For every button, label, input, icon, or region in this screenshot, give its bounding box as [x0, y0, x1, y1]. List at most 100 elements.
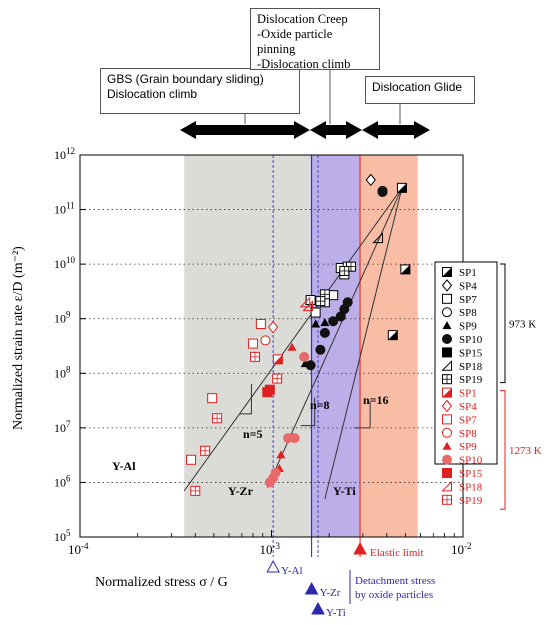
- legend-marker-sp8: [442, 427, 452, 438]
- legend-marker-sp15: [442, 468, 452, 478]
- legend-marker-sp10: [442, 334, 452, 344]
- data-point-sp10-973k: [377, 186, 388, 197]
- legend-marker-sp7: [442, 293, 452, 304]
- legend-marker-sp18: [441, 360, 452, 371]
- callout-gbs-text: GBS (Grain boundary sliding) Dislocation…: [107, 72, 264, 101]
- data-point-sp7-973k: [310, 307, 321, 318]
- y-tick-label: 106: [54, 473, 71, 489]
- marker-label-y-ti: Y-Ti: [326, 607, 346, 619]
- callout-dislocation-glide: Dislocation Glide: [365, 76, 475, 104]
- data-point-sp9-1273k: [276, 450, 286, 459]
- legend-bracket: [500, 263, 506, 384]
- label-detachment-stress-2: by oxide particles: [355, 589, 433, 601]
- marker-y-al: [266, 559, 280, 573]
- marker-label-y-zr: Y-Zr: [320, 587, 341, 599]
- data-point-sp7-973k: [328, 290, 339, 301]
- legend-label-sp18: SP18: [459, 361, 483, 373]
- data-point-sp10-973k: [335, 311, 346, 322]
- regions-layer: [184, 155, 418, 537]
- y-tick-label: 1012: [54, 146, 75, 162]
- legend-label-sp19: SP19: [459, 374, 483, 386]
- data-points-layer: [186, 173, 411, 496]
- legend-label-sp1: SP1: [459, 267, 477, 279]
- y-tick-label: 107: [54, 419, 71, 435]
- legend-label-sp15: SP15: [459, 468, 483, 480]
- legend-label-sp15: SP15: [459, 347, 483, 359]
- data-point-sp10-973k: [305, 360, 316, 371]
- legend-label-sp4: SP4: [459, 280, 477, 292]
- legend-marker-sp1: [442, 267, 452, 277]
- fit-line-y-al: [183, 187, 403, 492]
- callout-glide-text: Dislocation Glide: [372, 80, 463, 94]
- data-point-sp1-973k: [400, 264, 410, 274]
- legend-marker-sp8: [442, 307, 452, 318]
- label-elastic-limit: Elastic limit: [370, 547, 423, 559]
- legend-label-sp4: SP4: [459, 401, 477, 413]
- y-tick-label: 109: [54, 310, 71, 326]
- legend-marker-sp7: [442, 414, 452, 425]
- vertical-lines-layer: [272, 155, 361, 557]
- x-tick-label: 10-3: [260, 541, 281, 557]
- x-tick-label: 10-2: [451, 541, 472, 557]
- legend-marker-sp4: [441, 399, 453, 413]
- slope-label-n8: n=8: [310, 398, 330, 412]
- data-point-sp7-1273k: [207, 393, 218, 404]
- y-tick-label: 1011: [54, 201, 75, 217]
- data-point-sp10-1273k: [283, 433, 294, 444]
- legend-group-973k: 973 K: [509, 318, 536, 330]
- legend-label-sp7: SP7: [459, 294, 477, 306]
- legend-marker-sp9: [442, 441, 452, 450]
- data-point-sp10-973k: [328, 316, 339, 327]
- grid-layer: [80, 209, 463, 483]
- mechanism-arrows: [180, 70, 430, 139]
- legend-marker-sp4: [441, 279, 453, 292]
- arrow-dislocation-creep: [310, 121, 362, 139]
- data-point-sp1-973k: [388, 330, 398, 340]
- arrow-gbs: [180, 121, 310, 139]
- legend-bracket: [500, 390, 506, 510]
- fit-line-y-ti: [324, 187, 403, 499]
- legend-label-sp7: SP7: [459, 414, 477, 426]
- x-tick-label: 10-4: [68, 541, 89, 557]
- arrow-dislocation-glide: [362, 121, 430, 139]
- data-point-sp9-973k: [320, 318, 330, 327]
- data-point-sp1-1273k: [273, 354, 283, 364]
- curve-label-y-ti: Y-Ti: [333, 484, 356, 498]
- legend-marker-sp1: [442, 388, 452, 398]
- legend-label-sp1: SP1: [459, 388, 477, 400]
- legend-marker-sp15: [442, 347, 452, 358]
- callout-dislocation-creep: Dislocation Creep -Oxide particle pinnin…: [250, 8, 380, 71]
- slope-triangle: [300, 397, 316, 427]
- data-point-sp18-1273k: [302, 300, 313, 312]
- callout-creep-text: Dislocation Creep -Oxide particle pinnin…: [257, 12, 351, 71]
- legend-group-1273k: 1273 K: [509, 445, 542, 457]
- data-point-sp7-1273k: [255, 319, 266, 330]
- data-point-sp8-1273k: [260, 335, 271, 346]
- legend-label-sp8: SP8: [459, 307, 477, 319]
- legend-label-sp18: SP18: [459, 481, 483, 493]
- data-point-sp10-973k: [319, 327, 330, 338]
- label-detachment-stress: Detachment stress: [355, 575, 435, 587]
- data-point-sp7-1273k: [186, 454, 197, 465]
- marker-elastic-limit: [353, 541, 367, 555]
- legend-label-sp10: SP10: [459, 334, 483, 346]
- data-point-sp7-1273k: [247, 338, 258, 349]
- marker-label-y-al: Y-Al: [281, 565, 302, 577]
- data-point-sp10-1273k: [268, 473, 279, 484]
- annotation-labels: n=5 n=8 n=16 Y-Al Y-Zr Y-Ti Y-Al Y-Zr Y-Ti Elasti…: [112, 393, 435, 619]
- data-point-sp18-1273k: [299, 296, 311, 308]
- region-band-0: [184, 155, 311, 537]
- legend-marker-sp18: [441, 480, 452, 492]
- axes-layer: 10-4 10-3 10-2 105 106 107 108 109 1010 1011 1012 N…: [11, 146, 472, 590]
- marker-y-ti: [311, 601, 325, 615]
- callout-gbs: GBS (Grain boundary sliding) Dislocation…: [100, 68, 300, 114]
- legend-label-sp10: SP10: [459, 455, 483, 467]
- legend-label-sp8: SP8: [459, 428, 477, 440]
- data-point-sp9-1273k: [287, 342, 297, 351]
- y-axis-label: Normalized strain rate ε/D (m⁻²): [11, 246, 26, 430]
- data-point-sp18-973k: [372, 232, 384, 244]
- data-point-sp4-973k: [365, 173, 376, 187]
- y-tick-label: 108: [54, 364, 71, 380]
